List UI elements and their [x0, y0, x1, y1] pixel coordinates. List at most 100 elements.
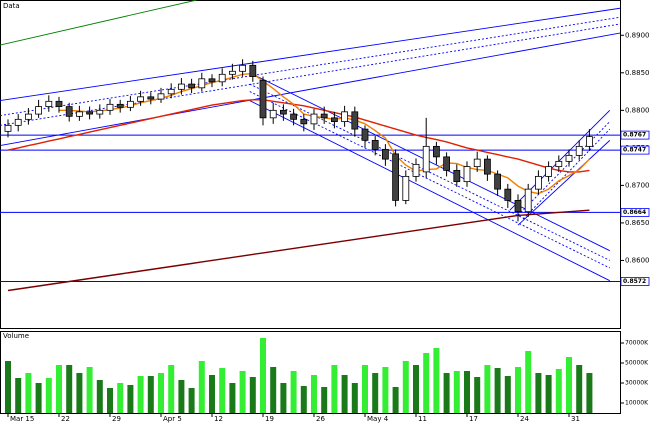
candle-body — [371, 139, 379, 150]
x-tick-label: 12 — [214, 415, 223, 423]
volume-bar — [76, 373, 83, 413]
trendline — [0, 7, 620, 102]
volume-bar — [484, 365, 491, 413]
volume-bar — [494, 368, 501, 413]
candle-body — [483, 158, 491, 175]
x-tick-label: 19 — [265, 415, 274, 423]
volume-bar — [453, 371, 460, 413]
price-level-box — [620, 145, 650, 155]
y-tick-label: 0.8700 — [625, 181, 650, 189]
volume-bar — [15, 378, 22, 413]
y-tick-label: 50000K — [625, 360, 649, 367]
price-level-box — [620, 277, 650, 286]
candle-body — [432, 145, 440, 158]
volume-bar — [423, 353, 430, 413]
volume-bar — [402, 361, 409, 413]
candle-body — [341, 111, 349, 122]
trendline — [249, 91, 610, 269]
price-pane — [0, 0, 621, 329]
trendline — [517, 140, 611, 226]
volume-bar — [555, 369, 562, 413]
volume-bar — [382, 367, 389, 413]
candle-body — [259, 79, 267, 119]
volume-bar — [464, 371, 470, 413]
candle-body — [239, 64, 247, 72]
volume-bar — [351, 383, 358, 413]
volume-bar — [504, 376, 511, 413]
x-tick-label: 11 — [418, 415, 427, 423]
volume-bar — [188, 388, 195, 413]
x-tick-label: 31 — [571, 415, 580, 423]
candle-body — [249, 64, 257, 77]
candle-body — [361, 128, 369, 141]
candle-body — [269, 109, 277, 119]
moving-average — [7, 209, 590, 292]
candle-body — [535, 175, 542, 190]
volume-bar — [576, 365, 583, 413]
candle-body — [45, 100, 53, 107]
candle-body — [127, 100, 134, 108]
candle-body — [300, 118, 308, 125]
y-tick-label: 10000K — [625, 400, 649, 407]
volume-bar — [127, 385, 134, 413]
candle-body — [494, 173, 502, 190]
x-tick-label: Mar 15 — [10, 415, 34, 423]
price-level-box — [620, 208, 650, 217]
volume-bar — [413, 365, 419, 413]
volume-bar — [392, 387, 399, 413]
candle-body — [228, 70, 236, 75]
y-tick-label: 0.8650 — [625, 219, 650, 227]
candle-body — [524, 188, 532, 213]
y-tick-label: 0.8900 — [625, 31, 650, 39]
trendline — [517, 121, 611, 216]
volume-bar — [545, 375, 552, 413]
candle-body — [422, 145, 430, 173]
candle-body — [208, 78, 216, 83]
volume-bar — [137, 376, 144, 413]
volume-bar — [168, 365, 175, 413]
candle-body — [310, 113, 318, 125]
volume-bar — [535, 373, 542, 413]
candle-body — [14, 118, 22, 126]
volume-bar — [280, 383, 287, 413]
volume-bar — [372, 373, 379, 413]
x-tick-label: 29 — [112, 415, 121, 423]
x-tick-label: 17 — [469, 415, 478, 423]
volume-bar — [96, 380, 103, 413]
volume-bar — [443, 373, 450, 413]
volume-bar — [311, 375, 317, 413]
trendline — [0, 32, 620, 147]
volume-bar — [107, 388, 113, 413]
y-tick-label: 0.8800 — [625, 106, 650, 114]
candle-body — [96, 109, 104, 115]
volume-bar — [158, 373, 164, 413]
candle-body — [198, 78, 206, 89]
candle-body — [351, 111, 359, 130]
candle-body — [381, 148, 389, 160]
candle-body — [147, 96, 155, 100]
y-tick-label: 30000K — [625, 380, 649, 387]
volume-bar — [566, 357, 572, 413]
volume-bar — [525, 351, 532, 413]
volume-bar — [147, 376, 154, 413]
trendline — [249, 100, 611, 282]
trendline — [0, 16, 620, 117]
candle-body — [565, 154, 573, 162]
candle-body — [402, 175, 410, 201]
candle-body — [504, 188, 512, 201]
x-tick-label: May 4 — [367, 415, 389, 423]
volume-bar — [229, 383, 236, 413]
candle-body — [330, 117, 338, 122]
volume-bar — [474, 377, 481, 413]
candle-body — [545, 166, 552, 177]
volume-bar — [249, 377, 256, 413]
candle-body — [412, 163, 420, 177]
volume-bar — [239, 371, 246, 413]
candle-body — [575, 145, 583, 156]
volume-bar — [66, 365, 73, 413]
volume-bar — [270, 367, 277, 413]
volume-bar — [362, 365, 368, 413]
volume-bar — [56, 365, 62, 413]
volume-bar — [331, 365, 338, 413]
volume-bar — [198, 361, 205, 413]
